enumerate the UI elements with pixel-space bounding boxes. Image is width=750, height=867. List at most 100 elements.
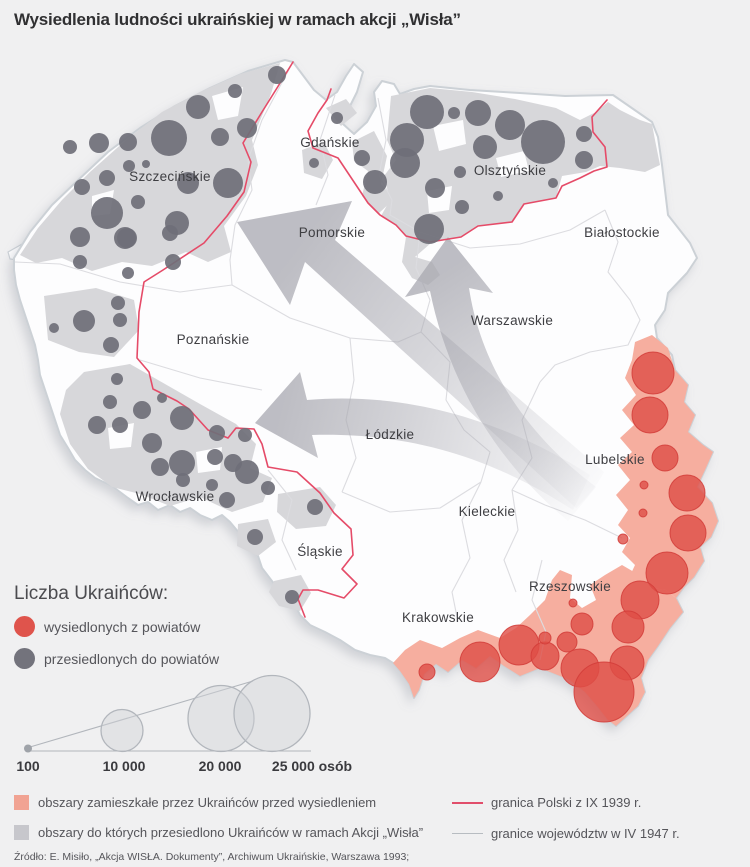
scale-label-10000: 10 000 [102, 758, 146, 774]
resettled-circle [425, 178, 445, 198]
area-row-gray: obszary do których przesiedlono Ukraińcó… [14, 825, 423, 840]
resettled-circle [219, 492, 235, 508]
scale-circle [233, 674, 311, 753]
resettled-circle [119, 133, 137, 151]
page-title: Wysiedlenia ludności ukraińskiej w ramac… [14, 10, 461, 29]
resettled-circle [235, 460, 259, 484]
resettled-circle [103, 395, 117, 409]
resettled-circle [111, 296, 125, 310]
deported-circle [570, 612, 594, 636]
region-label-wrocławskie: Wrocławskie [136, 489, 215, 504]
scale-circle [100, 708, 144, 753]
resettled-circle [49, 323, 59, 333]
resettled-circle [165, 254, 181, 270]
resettled-circle [211, 128, 229, 146]
deported-circle [651, 444, 679, 472]
line-label-1947: granice województw w IV 1947 r. [491, 826, 680, 841]
deported-circle [459, 641, 501, 683]
resettled-circle [70, 227, 90, 247]
resettled-circle [206, 479, 218, 491]
scale-label-25000: 25 000 osób [271, 758, 353, 774]
border-1939-line [307, 88, 608, 243]
resettled-circle [113, 313, 127, 327]
resettled-circle [73, 310, 95, 332]
resettled-circle [103, 337, 119, 353]
resettled-circle [390, 148, 420, 178]
region-label-śląskie: Śląskie [297, 544, 343, 559]
resettled-circle [169, 450, 195, 476]
migration-arrow [405, 237, 596, 521]
resettled-circle [309, 158, 319, 168]
deported-circle [669, 514, 707, 552]
resettled-circle [176, 473, 190, 487]
area-label-gray: obszary do których przesiedlono Ukraińcó… [38, 825, 424, 840]
voivodeship-border-line [229, 61, 294, 286]
scale-cone-line [29, 680, 254, 748]
resettled-circle [455, 200, 469, 214]
deported-circle [538, 631, 552, 645]
resettled-circle [131, 195, 145, 209]
resettled-circle [285, 590, 299, 604]
voivodeship-border-line [503, 489, 519, 593]
scale-circle [187, 684, 255, 753]
line-legend: granica Polski z IX 1939 r. granice woje… [452, 795, 680, 857]
bubble-scale [24, 674, 311, 753]
resettled-circle [493, 191, 503, 201]
resettled-circle [151, 458, 169, 476]
resettled-circle [237, 118, 257, 138]
region-label-białostockie: Białostockie [584, 225, 660, 240]
region-label-poznańskie: Poznańskie [177, 332, 250, 347]
circle-legend-title: Liczba Ukraińców: [14, 583, 169, 604]
resettled-circle [414, 214, 444, 244]
region-label-kieleckie: Kieleckie [459, 504, 516, 519]
deported-circle [611, 610, 645, 644]
resettled-circle [390, 123, 424, 157]
voivodeship-border-line [389, 214, 431, 333]
deported-circle [418, 663, 436, 681]
circle-legend: Liczba Ukraińców: wysiedlonych z powiató… [14, 583, 219, 669]
legend-row-deported: wysiedlonych z powiatów [14, 616, 219, 637]
voivodeship-border-line [139, 359, 263, 391]
resettled-circle [177, 172, 199, 194]
resettled-circle [209, 425, 225, 441]
deported-circle [631, 396, 669, 434]
resettled-circle [473, 135, 497, 159]
region-label-krakowskie: Krakowskie [402, 610, 474, 625]
resettlement-area [277, 487, 336, 529]
source-note: Źródło: E. Misiło, „Akcja WISŁA. Dokumen… [14, 851, 410, 863]
resettled-circle [521, 120, 565, 164]
resettled-circle [247, 529, 263, 545]
resettled-circle [186, 95, 210, 119]
resettled-circle [448, 107, 460, 119]
voivodeship-border-line [451, 481, 482, 623]
resettled-circle [114, 227, 136, 249]
line-row-1939: granica Polski z IX 1939 r. [452, 795, 680, 810]
voivodeship-border-line [14, 261, 233, 293]
area-label-pink: obszary zamieszkałe przez Ukraińców prze… [38, 795, 377, 810]
deported-circle [568, 598, 578, 608]
resettled-circle [133, 401, 151, 419]
gray-circle-icon [14, 648, 35, 669]
region-label-pomorskie: Pomorskie [299, 225, 365, 240]
resettled-circle [74, 179, 90, 195]
red-circle-icon [14, 616, 35, 637]
voivodeship-border-line [539, 209, 641, 383]
pink-area-swatch-icon [14, 795, 29, 810]
deported-circle [668, 474, 706, 512]
resettled-circle [99, 170, 115, 186]
resettlement-area [326, 99, 357, 126]
area-hole [433, 120, 466, 151]
region-label-lubelskie: Lubelskie [585, 452, 645, 467]
resettled-circle [151, 120, 187, 156]
legend-label-deported: wysiedlonych z powiatów [44, 618, 201, 635]
line-row-1947: granice województw w IV 1947 r. [452, 826, 680, 841]
resettled-circle [410, 95, 444, 129]
deported-circle [631, 351, 675, 395]
voivodeship-border-line [315, 94, 336, 206]
red-line-icon [452, 801, 483, 804]
scale-dot-100 [24, 744, 32, 753]
legend-label-resettled: przesiedlonych do powiatów [44, 650, 220, 667]
scale-label-20000: 20 000 [198, 758, 242, 774]
resettled-circle [142, 433, 162, 453]
